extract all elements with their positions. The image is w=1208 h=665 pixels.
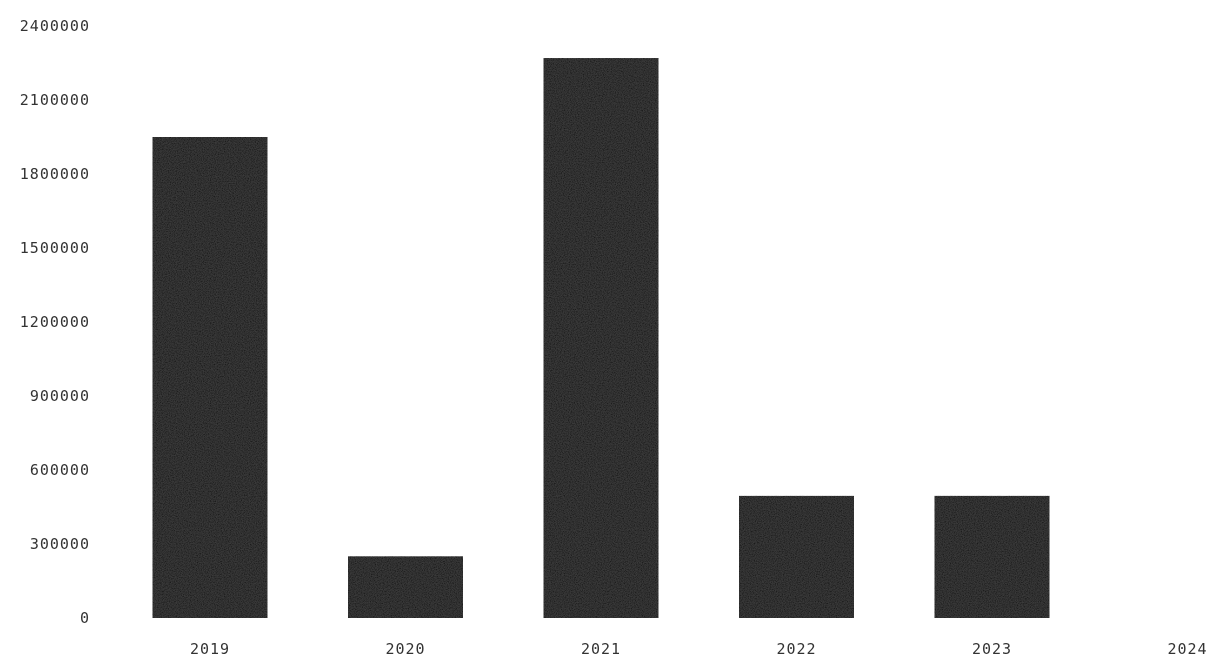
bar-2021 (543, 58, 659, 619)
y-tick-label: 600000 (30, 461, 90, 479)
y-tick-label: 1200000 (20, 313, 90, 331)
y-tick-label: 2100000 (20, 91, 90, 109)
bar-2022 (739, 495, 854, 618)
y-tick-label: 900000 (30, 387, 90, 405)
x-tick-label: 2020 (385, 640, 425, 658)
y-tick-label: 1800000 (20, 165, 90, 183)
x-tick-label: 2024 (1167, 640, 1207, 658)
x-axis: 2019 2020 2021 2022 2023 2024 (190, 640, 1207, 658)
bar-2023 (934, 495, 1050, 618)
bars-group (152, 58, 1050, 619)
bar-2019 (152, 137, 268, 618)
x-tick-label: 2023 (972, 640, 1012, 658)
x-tick-label: 2022 (776, 640, 816, 658)
y-tick-label: 300000 (30, 535, 90, 553)
x-tick-label: 2019 (190, 640, 230, 658)
bar-2020 (348, 556, 463, 618)
y-axis: 0 300000 600000 900000 1200000 1500000 1800000… (20, 17, 90, 627)
y-tick-label: 1500000 (20, 239, 90, 257)
y-tick-label: 0 (80, 609, 90, 627)
x-tick-label: 2021 (581, 640, 621, 658)
y-tick-label: 2400000 (20, 17, 90, 35)
